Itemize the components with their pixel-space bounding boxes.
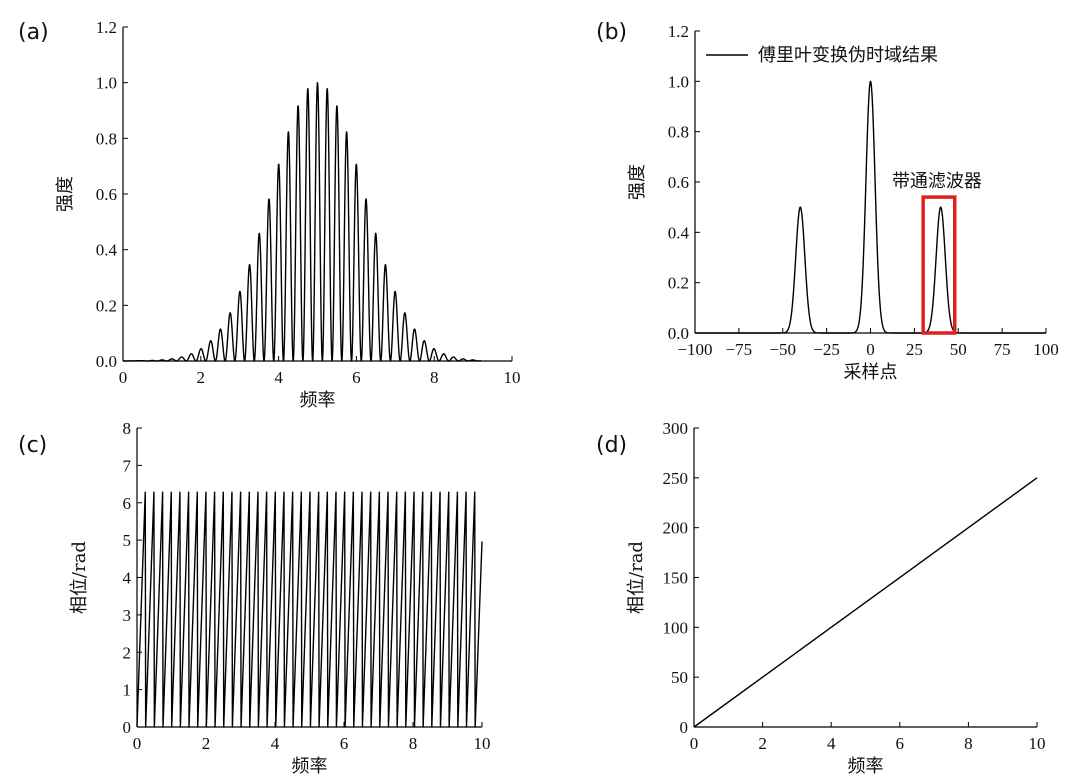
pseudo-time-domain-line [694, 80, 1047, 334]
y-axis-label-a: 强度 [55, 176, 76, 212]
y-tick-label-d: 0 [680, 718, 689, 737]
x-tick-label-b: −50 [769, 340, 796, 359]
x-tick-label-c: 0 [133, 734, 142, 753]
legend-label: 傅里叶变换伪时域结果 [758, 45, 938, 66]
x-tick-label-a: 0 [119, 368, 128, 387]
x-tick-label-c: 10 [474, 734, 491, 753]
y-tick-label-a: 1.2 [96, 18, 117, 37]
y-tick-label-b: 0.0 [668, 324, 689, 343]
x-tick-label-d: 4 [827, 734, 836, 753]
y-axis-label-b: 强度 [627, 164, 648, 200]
x-tick-label-c: 8 [409, 734, 418, 753]
y-tick-label-c: 5 [123, 531, 132, 550]
y-axis-label-c: 相位/rad [69, 541, 90, 614]
y-tick-label-c: 3 [123, 606, 132, 625]
x-tick-label-d: 2 [758, 734, 767, 753]
wrapped-phase-line [136, 491, 483, 728]
x-tick-label-d: 6 [896, 734, 905, 753]
y-tick-label-d: 100 [663, 618, 689, 637]
y-tick-label-b: 0.8 [668, 123, 689, 142]
y-tick-label-d: 250 [663, 469, 689, 488]
y-tick-label-c: 0 [123, 718, 132, 737]
y-tick-label-c: 6 [123, 494, 132, 513]
x-tick-label-c: 2 [202, 734, 211, 753]
x-axis-label-a: 频率 [300, 390, 336, 411]
x-tick-label-b: −25 [813, 340, 840, 359]
x-tick-label-a: 2 [197, 368, 206, 387]
x-tick-label-c: 4 [271, 734, 280, 753]
x-tick-label-b: −75 [726, 340, 753, 359]
y-tick-label-c: 2 [123, 643, 132, 662]
y-tick-label-c: 7 [123, 456, 132, 475]
x-tick-label-b: 50 [950, 340, 967, 359]
y-tick-label-a: 0.8 [96, 129, 117, 148]
x-axis-label-d: 频率 [848, 756, 884, 777]
y-tick-label-d: 50 [671, 668, 688, 687]
y-axis-label-d: 相位/rad [626, 541, 647, 614]
y-tick-label-b: 1.2 [668, 22, 689, 41]
panel-label-a: (a) [18, 20, 49, 45]
y-tick-label-d: 200 [663, 519, 689, 538]
y-tick-label-d: 300 [663, 419, 689, 438]
x-tick-label-a: 8 [430, 368, 439, 387]
y-tick-label-c: 8 [123, 419, 132, 438]
unwrapped-phase-line [693, 477, 1038, 728]
y-tick-label-a: 0.0 [96, 352, 117, 371]
y-tick-label-c: 1 [123, 681, 132, 700]
y-tick-label-c: 4 [123, 569, 132, 588]
panel-label-d: (d) [596, 433, 628, 458]
bandpass-filter-label: 带通滤波器 [892, 171, 982, 192]
y-tick-label-b: 1.0 [668, 72, 689, 91]
x-tick-label-b: 100 [1033, 340, 1059, 359]
y-tick-label-a: 0.6 [96, 185, 117, 204]
x-tick-label-b: −100 [677, 340, 712, 359]
x-tick-label-a: 6 [352, 368, 361, 387]
y-tick-label-a: 1.0 [96, 74, 117, 93]
y-tick-label-b: 0.6 [668, 173, 689, 192]
x-tick-label-a: 10 [504, 368, 521, 387]
y-tick-label-d: 150 [663, 569, 689, 588]
x-axis-label-c: 频率 [292, 756, 328, 777]
x-tick-label-d: 8 [964, 734, 973, 753]
fringe-spectrum-line [122, 81, 482, 362]
y-tick-label-a: 0.2 [96, 296, 117, 315]
panel-label-b: (b) [596, 20, 628, 45]
x-tick-label-c: 6 [340, 734, 349, 753]
x-tick-label-a: 4 [274, 368, 283, 387]
x-tick-label-d: 0 [690, 734, 699, 753]
x-tick-label-d: 10 [1029, 734, 1046, 753]
y-tick-label-b: 0.2 [668, 274, 689, 293]
bandpass-filter-box [921, 195, 957, 335]
y-tick-label-b: 0.4 [668, 223, 690, 242]
x-tick-label-b: 25 [906, 340, 923, 359]
x-tick-label-b: 0 [866, 340, 875, 359]
x-tick-label-b: 75 [994, 340, 1011, 359]
x-axis-label-b: 采样点 [844, 362, 898, 383]
y-tick-label-a: 0.4 [96, 241, 118, 260]
panel-label-c: (c) [18, 433, 48, 458]
